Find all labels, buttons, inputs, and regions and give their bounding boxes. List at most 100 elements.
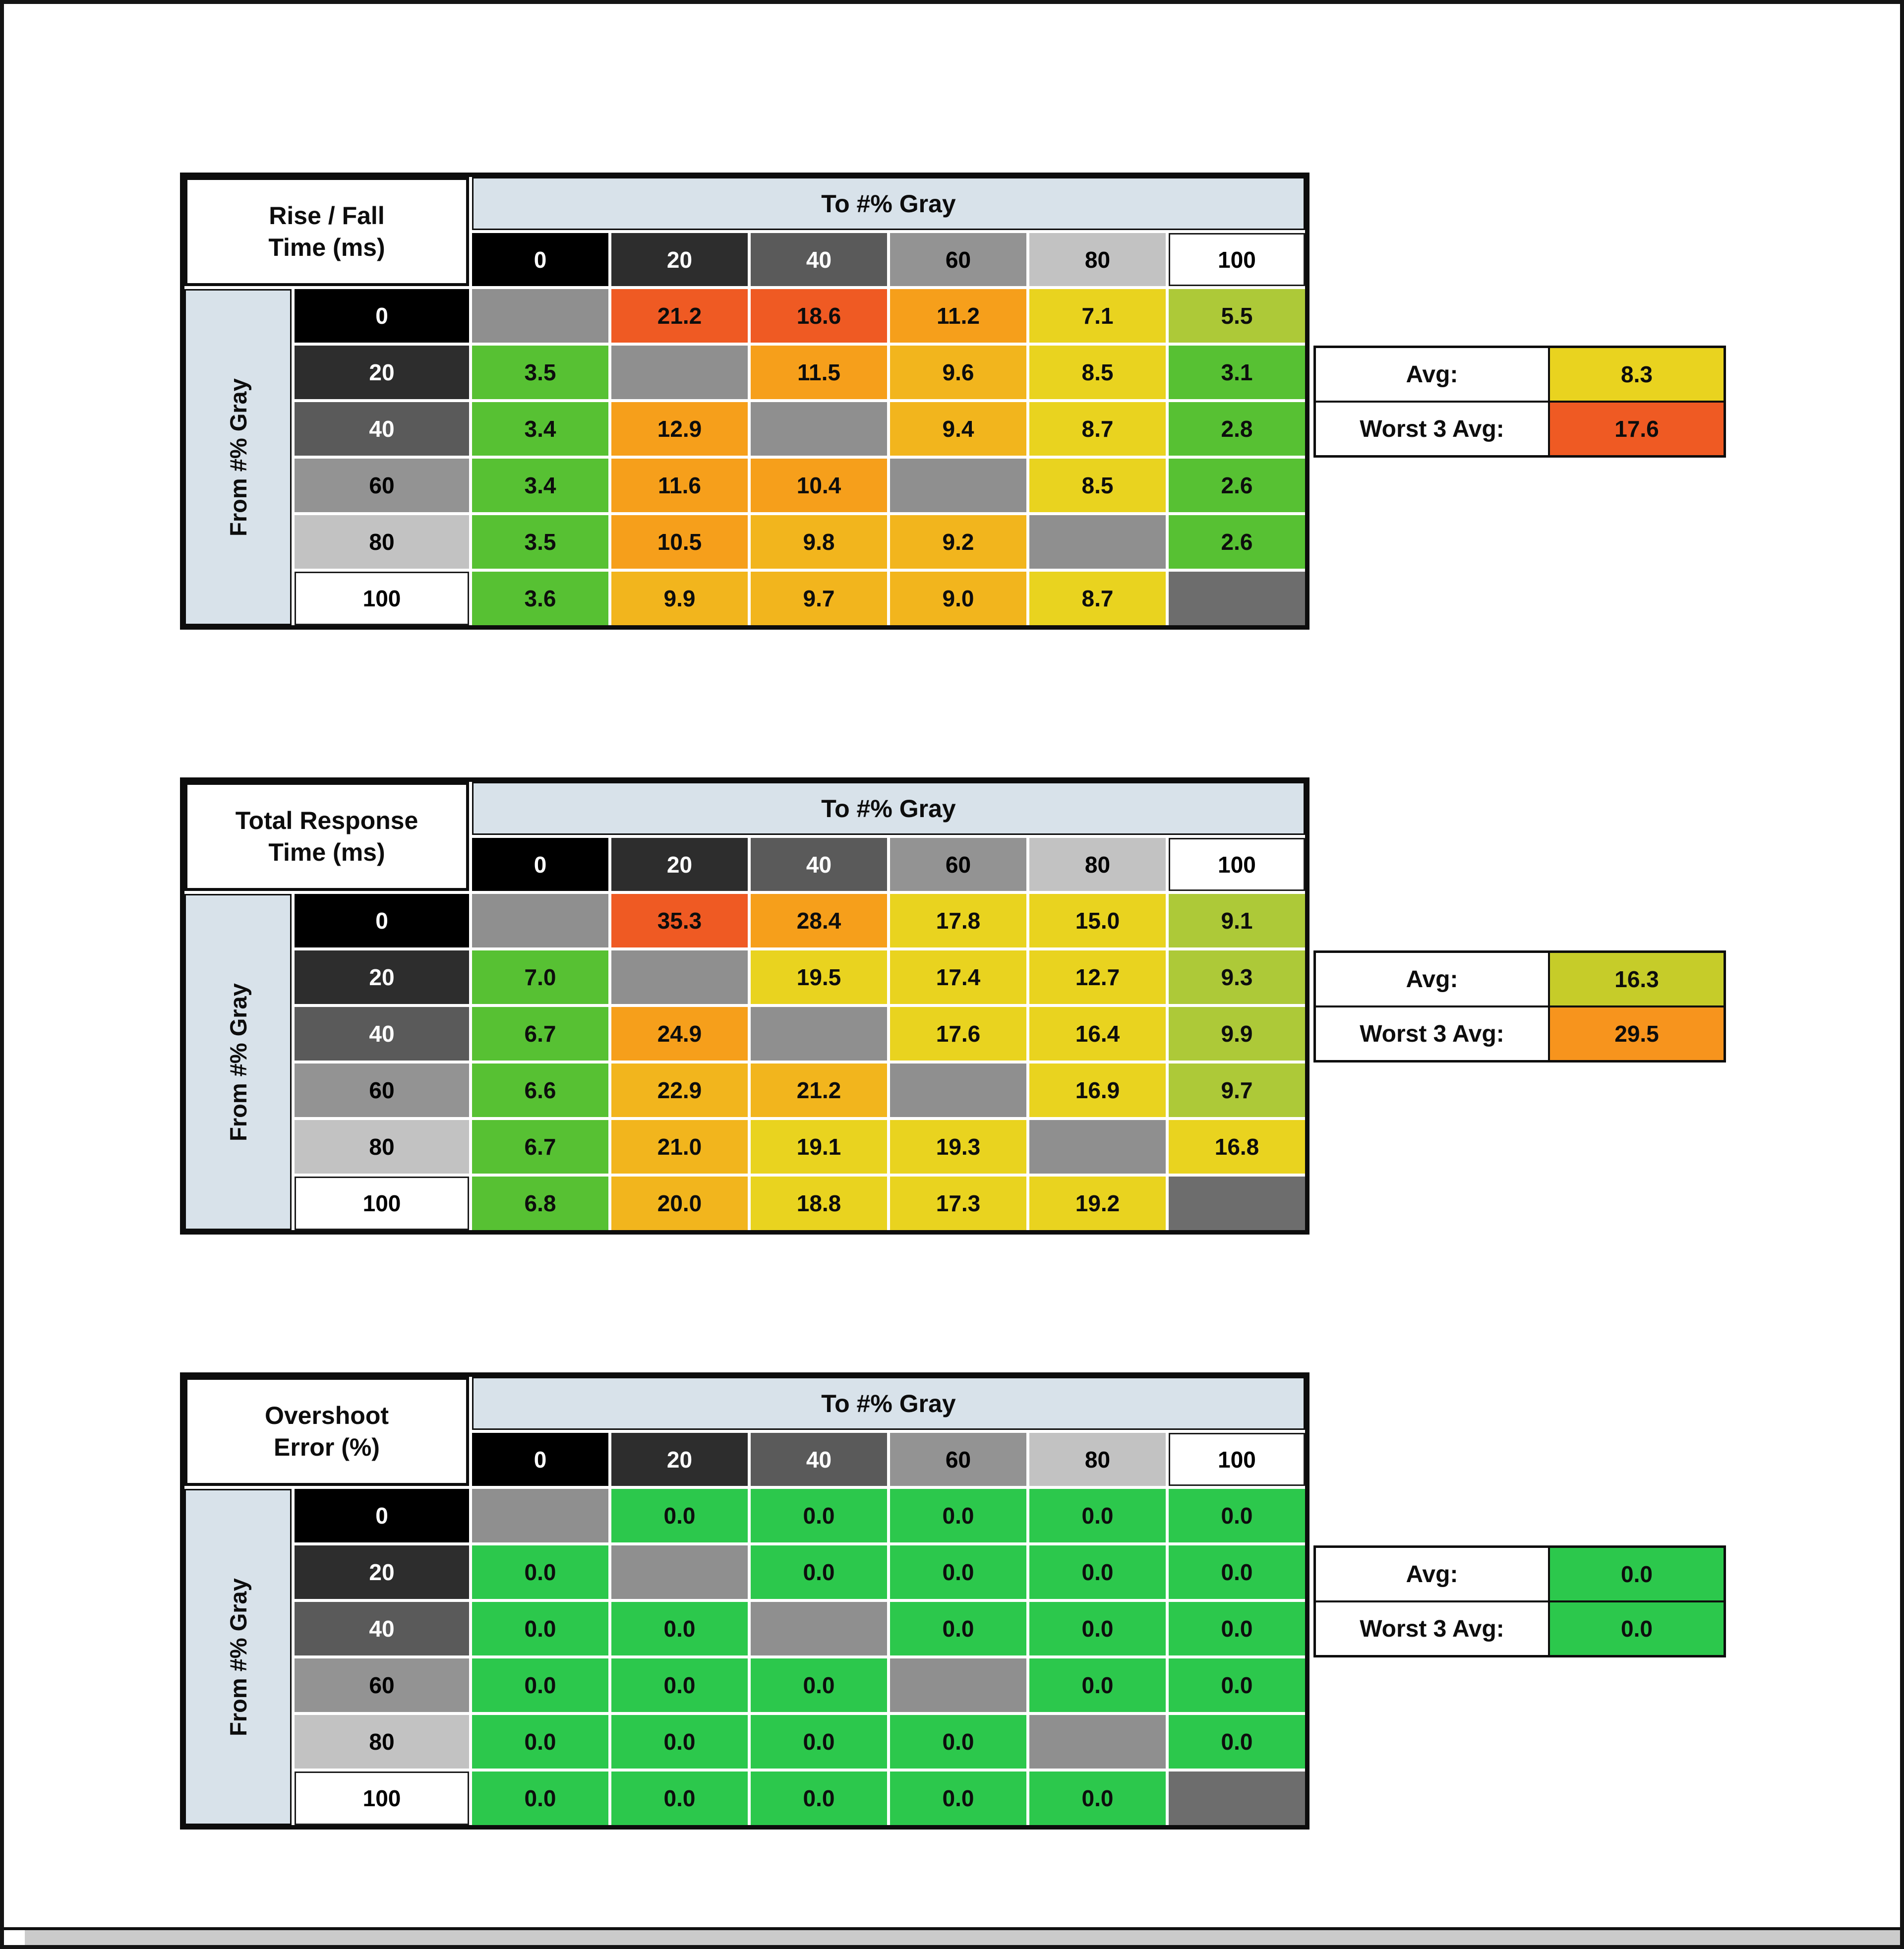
cell-from-60-to-80: 0.0 [1029, 1658, 1166, 1712]
cell-from-0-to-60: 0.0 [890, 1489, 1026, 1542]
from-gray-label: From #% Gray [225, 378, 251, 536]
avg-summary: Avg: 16.3 Worst 3 Avg: 29.5 [1313, 950, 1726, 1063]
worst3-value: 17.6 [1550, 403, 1724, 455]
avg-label: Avg: [1316, 953, 1548, 1005]
row-header-20: 20 [295, 950, 469, 1004]
cell-from-100-to-40: 0.0 [751, 1772, 887, 1825]
cell-from-20-to-60: 9.6 [890, 346, 1026, 399]
cell-from-60-to-20: 0.0 [611, 1658, 748, 1712]
cell-from-80-to-60: 19.3 [890, 1120, 1026, 1174]
col-header-20: 20 [611, 838, 748, 891]
row-header-40: 40 [295, 1602, 469, 1655]
avg-value: 8.3 [1550, 348, 1724, 401]
cell-from-60-to-40: 10.4 [751, 459, 887, 512]
title-line-1: Total Response [235, 807, 418, 834]
cell-from-100-to-60: 17.3 [890, 1177, 1026, 1230]
cell-from-80-to-20: 10.5 [611, 515, 748, 569]
cell-from-100-to-80: 19.2 [1029, 1177, 1166, 1230]
cell-from-60-to-100: 9.7 [1169, 1063, 1305, 1117]
cell-from-60-to-0: 3.4 [472, 459, 608, 512]
cell-from-60-to-100: 0.0 [1169, 1658, 1305, 1712]
diagonal-cell [472, 289, 608, 343]
col-header-40: 40 [751, 1433, 887, 1486]
cell-from-20-to-100: 9.3 [1169, 950, 1305, 1004]
diagonal-cell [1169, 572, 1305, 625]
cell-from-0-to-40: 28.4 [751, 894, 887, 947]
cell-from-80-to-0: 6.7 [472, 1120, 608, 1174]
cell-from-0-to-40: 0.0 [751, 1489, 887, 1542]
cell-from-100-to-60: 9.0 [890, 572, 1026, 625]
diagonal-cell [1029, 1120, 1166, 1174]
cell-from-20-to-80: 8.5 [1029, 346, 1166, 399]
cell-from-80-to-0: 0.0 [472, 1715, 608, 1769]
cell-from-0-to-40: 18.6 [751, 289, 887, 343]
cell-from-0-to-60: 11.2 [890, 289, 1026, 343]
cell-from-20-to-40: 19.5 [751, 950, 887, 1004]
cell-from-0-to-100: 9.1 [1169, 894, 1305, 947]
bottom-edge-bar [4, 1927, 1900, 1945]
col-header-80: 80 [1029, 233, 1166, 286]
cell-from-80-to-40: 19.1 [751, 1120, 887, 1174]
total-response-table: Total Response Time (ms) To #% Gray From… [180, 777, 1309, 1235]
col-header-40: 40 [751, 838, 887, 891]
cell-from-60-to-20: 22.9 [611, 1063, 748, 1117]
diagonal-cell [890, 1063, 1026, 1117]
cell-from-0-to-20: 35.3 [611, 894, 748, 947]
bottom-corner-notch [4, 1930, 25, 1945]
cell-from-40-to-0: 6.7 [472, 1007, 608, 1061]
cell-from-0-to-80: 15.0 [1029, 894, 1166, 947]
cell-from-0-to-20: 0.0 [611, 1489, 748, 1542]
cell-from-0-to-80: 0.0 [1029, 1489, 1166, 1542]
title-line-2: Error (%) [274, 1433, 380, 1461]
worst3-label: Worst 3 Avg: [1316, 1602, 1548, 1655]
avg-value: 0.0 [1550, 1548, 1724, 1600]
row-header-40: 40 [295, 1007, 469, 1061]
col-header-40: 40 [751, 233, 887, 286]
col-header-60: 60 [890, 233, 1026, 286]
cell-from-20-to-60: 17.4 [890, 950, 1026, 1004]
diagonal-cell [1169, 1177, 1305, 1230]
cell-from-0-to-60: 17.8 [890, 894, 1026, 947]
col-header-20: 20 [611, 233, 748, 286]
cell-from-100-to-0: 6.8 [472, 1177, 608, 1230]
col-header-60: 60 [890, 838, 1026, 891]
to-gray-header: To #% Gray [472, 1377, 1305, 1430]
title-line-1: Rise / Fall [269, 202, 385, 230]
cell-from-100-to-60: 0.0 [890, 1772, 1026, 1825]
cell-from-40-to-0: 3.4 [472, 402, 608, 456]
row-header-60: 60 [295, 459, 469, 512]
cell-from-100-to-80: 0.0 [1029, 1772, 1166, 1825]
col-header-60: 60 [890, 1433, 1026, 1486]
avg-label: Avg: [1316, 1548, 1548, 1600]
cell-from-100-to-0: 3.6 [472, 572, 608, 625]
cell-from-80-to-100: 16.8 [1169, 1120, 1305, 1174]
overshoot-table: Overshoot Error (%) To #% Gray From #% G… [180, 1372, 1309, 1830]
row-header-20: 20 [295, 346, 469, 399]
cell-from-80-to-100: 0.0 [1169, 1715, 1305, 1769]
cell-from-60-to-0: 6.6 [472, 1063, 608, 1117]
cell-from-40-to-20: 24.9 [611, 1007, 748, 1061]
cell-from-80-to-0: 3.5 [472, 515, 608, 569]
diagonal-cell [611, 950, 748, 1004]
col-header-0: 0 [472, 233, 608, 286]
row-header-40: 40 [295, 402, 469, 456]
rise-fall-table-block: Rise / Fall Time (ms) To #% Gray From #%… [180, 173, 1891, 634]
to-gray-header: To #% Gray [472, 782, 1305, 835]
row-header-80: 80 [295, 1120, 469, 1174]
diagonal-cell [472, 894, 608, 947]
col-header-100: 100 [1169, 838, 1305, 891]
cell-from-100-to-40: 18.8 [751, 1177, 887, 1230]
row-header-0: 0 [295, 894, 469, 947]
title-line-2: Time (ms) [268, 234, 385, 261]
col-header-80: 80 [1029, 1433, 1166, 1486]
cell-from-40-to-80: 0.0 [1029, 1602, 1166, 1655]
cell-from-60-to-0: 0.0 [472, 1658, 608, 1712]
row-header-0: 0 [295, 289, 469, 343]
avg-label: Avg: [1316, 348, 1548, 401]
row-header-80: 80 [295, 1715, 469, 1769]
cell-from-0-to-100: 0.0 [1169, 1489, 1305, 1542]
cell-from-80-to-40: 0.0 [751, 1715, 887, 1769]
avg-value: 16.3 [1550, 953, 1724, 1005]
cell-from-40-to-80: 8.7 [1029, 402, 1166, 456]
